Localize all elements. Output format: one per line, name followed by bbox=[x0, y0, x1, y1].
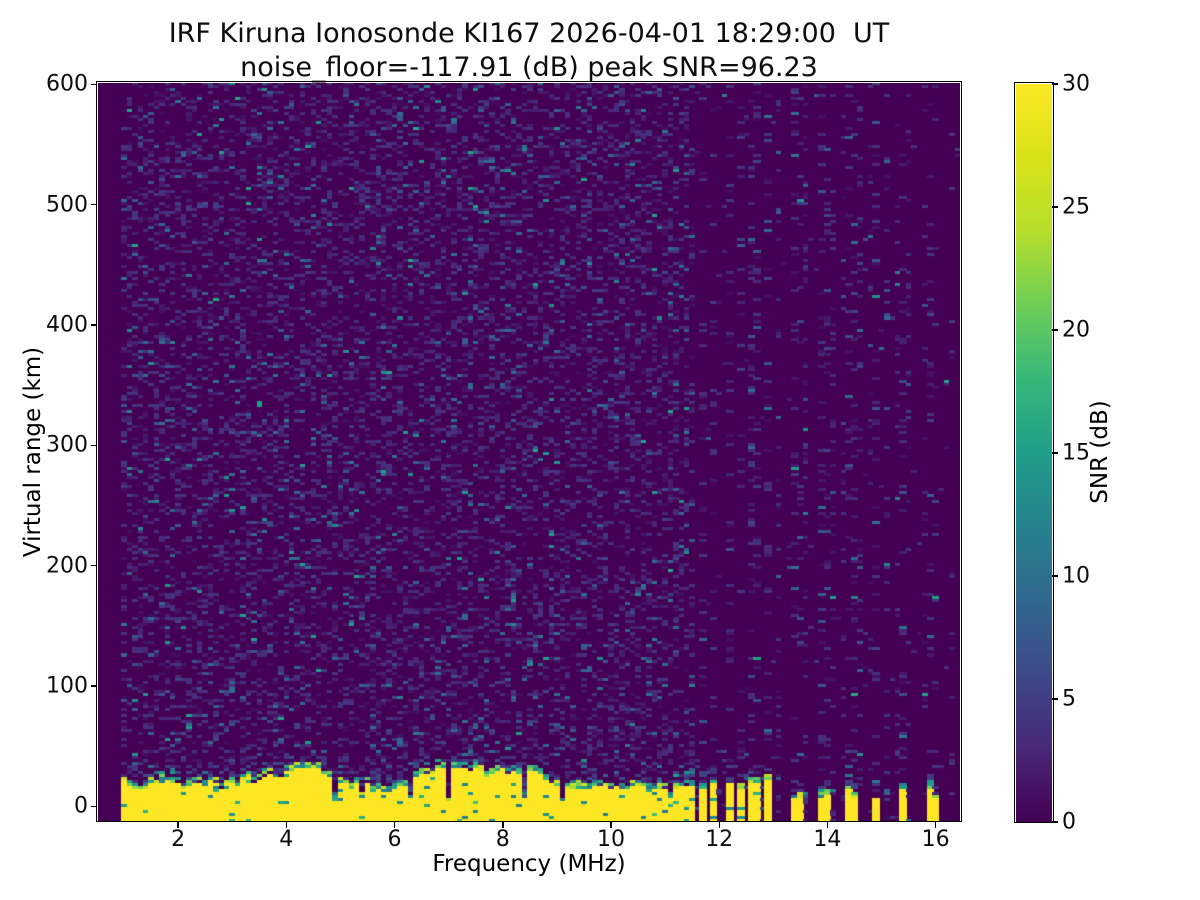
x-tick-mark bbox=[502, 822, 504, 828]
y-axis-label: Virtual range (km) bbox=[20, 346, 46, 558]
x-tick-mark bbox=[177, 822, 179, 828]
x-tick-mark bbox=[826, 822, 829, 828]
colorbar-tick-mark bbox=[1052, 821, 1058, 823]
y-tick-mark bbox=[91, 83, 97, 85]
colorbar-tick-label: 5 bbox=[1062, 686, 1076, 712]
colorbar-gradient-canvas bbox=[1016, 84, 1052, 822]
ionogram-heatmap-canvas bbox=[98, 83, 960, 822]
chart-title-line2: noise_floor=-117.91 (dB) peak SNR=96.23 bbox=[240, 52, 818, 83]
y-tick-label: 0 bbox=[74, 793, 88, 819]
y-tick-mark bbox=[91, 203, 97, 206]
colorbar-tick-label: 20 bbox=[1062, 317, 1090, 343]
colorbar-tick-label: 10 bbox=[1062, 563, 1090, 589]
colorbar-tick-mark bbox=[1052, 698, 1058, 700]
y-tick-label: 600 bbox=[46, 71, 88, 97]
chart-title-line1: IRF Kiruna Ionosonde KI167 2026-04-01 18… bbox=[168, 18, 890, 49]
y-tick-label: 300 bbox=[46, 432, 88, 458]
x-tick-mark bbox=[935, 822, 937, 828]
colorbar-label: SNR (dB) bbox=[1087, 400, 1113, 504]
x-tick-label: 10 bbox=[596, 827, 625, 852]
x-tick-label: 4 bbox=[279, 827, 294, 852]
colorbar-tick-label: 0 bbox=[1062, 809, 1076, 835]
y-tick-label: 200 bbox=[46, 553, 88, 579]
colorbar-tick-mark bbox=[1052, 206, 1058, 208]
colorbar-tick-label: 30 bbox=[1062, 71, 1090, 97]
colorbar-tick-label: 15 bbox=[1062, 440, 1090, 466]
y-tick-mark bbox=[91, 685, 97, 687]
y-tick-mark bbox=[91, 324, 97, 326]
x-tick-mark bbox=[718, 822, 720, 828]
x-tick-mark bbox=[610, 822, 612, 828]
x-tick-label: 8 bbox=[495, 827, 510, 852]
y-tick-mark bbox=[91, 565, 97, 567]
y-tick-mark bbox=[91, 444, 97, 447]
y-tick-label: 500 bbox=[46, 192, 88, 218]
colorbar-tick-mark bbox=[1052, 452, 1058, 454]
x-tick-label: 2 bbox=[171, 827, 186, 852]
x-tick-label: 12 bbox=[705, 827, 734, 852]
y-tick-label: 100 bbox=[46, 673, 88, 699]
x-axis-label: Frequency (MHz) bbox=[432, 851, 626, 877]
x-tick-mark bbox=[285, 822, 288, 828]
x-tick-label: 6 bbox=[387, 827, 402, 852]
x-tick-label: 14 bbox=[813, 827, 842, 852]
colorbar-tick-mark bbox=[1052, 83, 1058, 85]
colorbar-tick-mark bbox=[1052, 575, 1058, 577]
y-tick-mark bbox=[91, 805, 97, 808]
colorbar-tick-label: 25 bbox=[1062, 194, 1090, 220]
x-tick-label: 16 bbox=[921, 827, 950, 852]
y-tick-label: 400 bbox=[46, 312, 88, 338]
x-tick-mark bbox=[393, 822, 396, 828]
colorbar-tick-mark bbox=[1052, 329, 1058, 331]
